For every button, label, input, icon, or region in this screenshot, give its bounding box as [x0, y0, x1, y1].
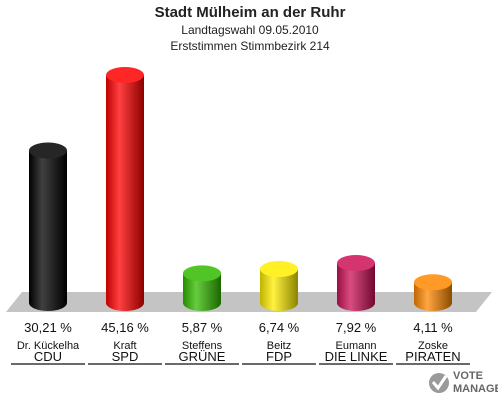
candidate-label: Zoske	[418, 340, 448, 352]
bar-top	[337, 255, 375, 272]
value-label: 7,92 %	[336, 320, 377, 335]
bar-top	[183, 265, 221, 282]
value-label: 45,16 %	[101, 320, 149, 335]
bar-top	[414, 274, 452, 291]
candidate-label: Steffens	[182, 340, 223, 352]
bar-spd	[106, 67, 144, 311]
party-label: DIE LINKE	[325, 349, 388, 364]
chart-title: Stadt Mülheim an der Ruhr	[154, 4, 346, 21]
vote-manager-logo: VOTE MANAGER	[429, 370, 498, 395]
chart-subtitle-2: Erststimmen Stimmbezirk 214	[170, 39, 330, 53]
bar-die-linke	[337, 255, 375, 311]
bar-body	[337, 263, 375, 311]
logo-line-2: MANAGER	[453, 383, 498, 395]
bar-piraten	[414, 274, 452, 311]
bar-body	[183, 273, 221, 311]
bar-body	[29, 150, 67, 311]
party-label: CDU	[34, 349, 62, 364]
party-label: PIRATEN	[405, 349, 460, 364]
bars-group	[29, 67, 452, 311]
bar-cdu	[29, 142, 67, 311]
chart-titles: Stadt Mülheim an der Ruhr Landtagswahl 0…	[0, 4, 500, 54]
bar-top	[106, 67, 144, 83]
value-label: 6,74 %	[259, 320, 300, 335]
bar-body	[414, 282, 452, 311]
party-label: SPD	[112, 349, 139, 364]
bar-gr-ne	[183, 265, 221, 311]
candidate-label: Eumann	[336, 340, 377, 352]
bar-top	[260, 260, 298, 277]
bar-body	[106, 75, 144, 311]
value-label: 5,87 %	[182, 320, 223, 335]
party-label: GRÜNE	[179, 349, 226, 364]
chart-subtitle: Landtagswahl 09.05.2010	[181, 23, 319, 37]
bar-body	[260, 268, 298, 311]
value-label: 30,21 %	[24, 320, 72, 335]
logo-line-1: VOTE	[453, 370, 483, 382]
value-label: 4,11 %	[413, 320, 453, 335]
bar-fdp	[260, 260, 298, 311]
candidate-label: Dr. Kückelha	[17, 340, 80, 352]
candidate-label: Beitz	[267, 340, 291, 352]
candidate-label: Kraft	[113, 340, 136, 352]
party-label: FDP	[266, 349, 292, 364]
bar-top	[29, 142, 67, 159]
